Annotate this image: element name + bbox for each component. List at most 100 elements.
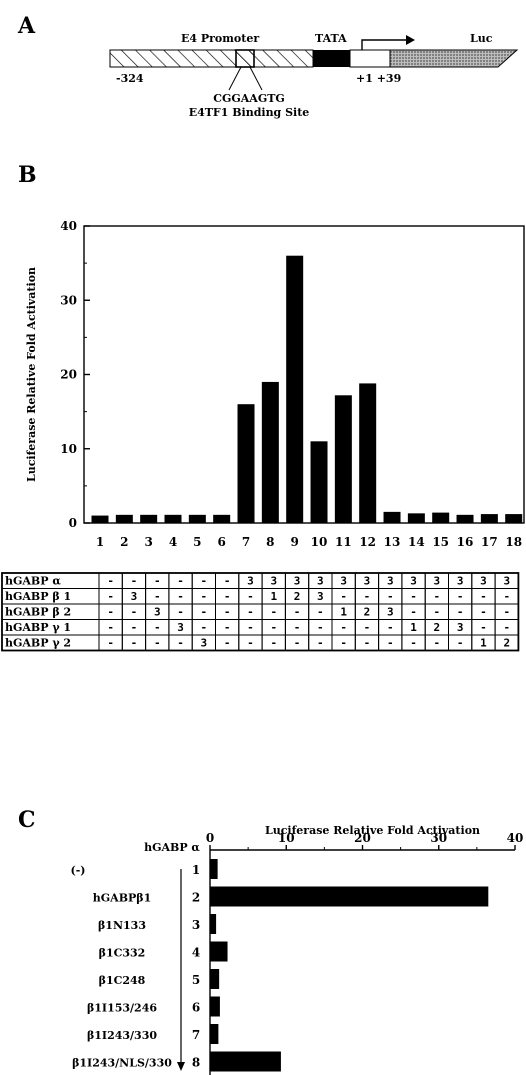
y-axis-label: Luciferase Relative Fold Activation: [25, 267, 38, 482]
bar-lane-5: [210, 969, 220, 989]
cell-value: -: [131, 575, 138, 588]
cell-value: -: [107, 606, 114, 619]
cell-value: 3: [457, 621, 464, 634]
bar-lane-3: [210, 914, 217, 934]
cell-value: 3: [434, 575, 441, 588]
x-tick-label: 8: [266, 535, 274, 549]
cell-value: -: [270, 637, 277, 650]
cell-value: 3: [247, 575, 254, 588]
x-tick-label: 30: [430, 831, 447, 845]
tata-box: [313, 50, 350, 67]
x-tick-label: 10: [311, 535, 328, 549]
cell-value: -: [154, 621, 161, 634]
x-tick-label: 10: [278, 831, 295, 845]
binding-site-sequence: CGGAAGTG: [213, 92, 285, 105]
site-pointer-right: [249, 66, 263, 91]
cell-value: 3: [364, 575, 371, 588]
cell-value: -: [387, 621, 394, 634]
cell-value: -: [294, 621, 301, 634]
cell-value: -: [340, 621, 347, 634]
binding-site-box: [235, 49, 255, 68]
bar-7: [237, 404, 255, 523]
cell-value: -: [364, 621, 371, 634]
bar-11: [334, 395, 352, 523]
cell-value: -: [480, 606, 487, 619]
y-tick-label: 0: [69, 516, 77, 530]
panel-label-a: A: [17, 13, 36, 39]
table-border: [1, 572, 520, 652]
cell-value: -: [503, 621, 510, 634]
cell-value: -: [340, 637, 347, 650]
x-tick-label: 15: [432, 535, 449, 549]
bar-8: [261, 381, 279, 523]
cell-value: -: [340, 590, 347, 603]
row-label: hGABP γ 1: [5, 621, 71, 634]
cell-value: -: [317, 606, 324, 619]
cell-value: 2: [364, 606, 371, 619]
cell-value: -: [317, 621, 324, 634]
cell-value: -: [270, 606, 277, 619]
lane-number: 6: [192, 1001, 200, 1015]
luc-label: Luc: [470, 32, 493, 45]
deletion-bar-chart: Luciferase Relative Fold Activation 0 10 20…: [71, 824, 523, 1075]
luc-gene: [389, 49, 519, 68]
binding-site-label: E4TF1 Binding Site: [189, 106, 310, 119]
lane-number: 2: [192, 891, 200, 905]
transcribed-region: [349, 49, 391, 68]
cell-value: 3: [340, 575, 347, 588]
cell-value: -: [387, 637, 394, 650]
x-tick-label: 4: [169, 535, 177, 549]
cell-value: -: [177, 637, 184, 650]
cell-value: -: [131, 637, 138, 650]
construct-label: β1I243/330: [87, 1029, 157, 1042]
bar-lane-8: [210, 1051, 281, 1072]
cell-value: -: [410, 637, 417, 650]
bar-6: [213, 514, 231, 523]
bar-17: [480, 514, 498, 523]
cell-value: -: [247, 621, 254, 634]
cell-value: 3: [270, 575, 277, 588]
x-tick-label: 2: [120, 535, 128, 549]
cell-value: -: [247, 637, 254, 650]
cell-value: 1: [480, 637, 487, 650]
x-tick-label: 1: [96, 535, 104, 549]
cell-value: -: [107, 575, 114, 588]
bar-lane-6: [210, 996, 220, 1017]
cell-value: 2: [434, 621, 441, 634]
cell-value: -: [177, 606, 184, 619]
cell-value: -: [224, 606, 231, 619]
row-label: hGABP β 2: [5, 606, 71, 619]
x-tick-label: 3: [144, 535, 152, 549]
x-tick-label: 11: [335, 535, 352, 549]
construct-label: (-): [71, 864, 86, 877]
cell-value: -: [224, 621, 231, 634]
construct-label: β1C332: [99, 947, 146, 960]
cell-value: -: [201, 575, 208, 588]
x-tick-label: 6: [217, 535, 225, 549]
cell-value: 3: [457, 575, 464, 588]
cell-value: -: [317, 637, 324, 650]
x-tick-label: 7: [242, 535, 250, 549]
cell-value: -: [177, 575, 184, 588]
cell-value: 3: [131, 590, 138, 603]
cell-value: -: [294, 606, 301, 619]
x-tick-label: 20: [354, 831, 371, 845]
bar-3: [140, 514, 158, 523]
cell-value: -: [177, 590, 184, 603]
cell-value: -: [480, 590, 487, 603]
tss-coordinates: +1 +39: [356, 72, 401, 85]
cell-value: -: [457, 637, 464, 650]
bar-15: [432, 512, 450, 523]
cell-value: -: [480, 621, 487, 634]
x-tick-label: 5: [193, 535, 201, 549]
bar-10: [310, 441, 328, 523]
bar-16: [456, 514, 474, 523]
bar-12: [359, 383, 377, 523]
lane-number: 4: [192, 946, 200, 960]
cell-value: -: [154, 590, 161, 603]
cell-value: -: [224, 590, 231, 603]
lane-number: 3: [192, 918, 200, 932]
construct-label: β1I243/NLS/330: [72, 1057, 172, 1070]
cell-value: -: [294, 637, 301, 650]
